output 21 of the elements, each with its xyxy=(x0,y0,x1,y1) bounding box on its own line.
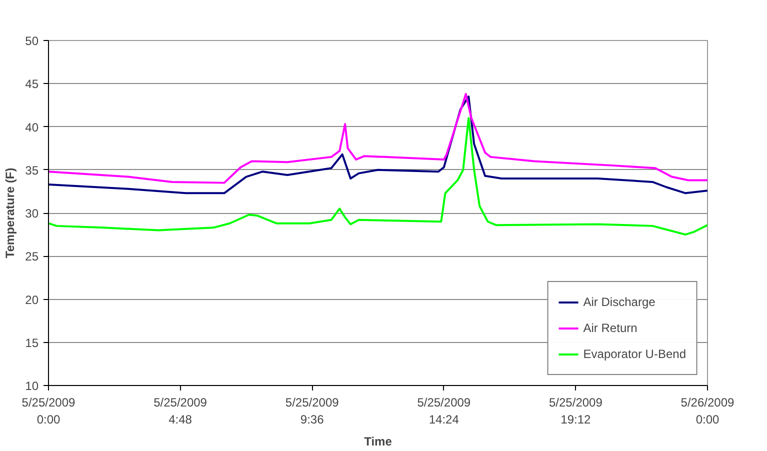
legend-label: Evaporator U-Bend xyxy=(583,347,686,361)
x-tick-label: 5/25/2009 4:48 xyxy=(154,396,208,426)
legend-label: Air Discharge xyxy=(583,295,656,309)
x-tick-label: 5/26/2009 0:00 xyxy=(680,396,735,426)
y-tick-label: 50 xyxy=(25,34,39,48)
y-tick-label: 45 xyxy=(25,77,39,92)
y-tick-label: 10 xyxy=(25,379,39,393)
y-tick-label: 20 xyxy=(25,292,39,307)
x-tick-label: 5/25/2009 9:36 xyxy=(285,396,340,426)
y-axis-title: Temperature (F) xyxy=(3,168,18,258)
x-tick-label: 5/25/2009 19:12 xyxy=(549,396,603,426)
y-tick-label: 15 xyxy=(25,336,39,350)
y-tick-label: 35 xyxy=(25,163,39,178)
y-tick-label: 40 xyxy=(25,120,39,134)
x-tick-label: 5/25/2009 14:24 xyxy=(417,396,471,426)
line-series xyxy=(48,117,708,236)
y-tick-label: 25 xyxy=(25,250,39,264)
x-tick-label: 5/25/2009 0:00 xyxy=(22,396,76,426)
x-axis-title: Time xyxy=(364,434,392,448)
y-tick-label: 30 xyxy=(25,206,39,220)
legend-label: Air Return xyxy=(583,321,638,335)
